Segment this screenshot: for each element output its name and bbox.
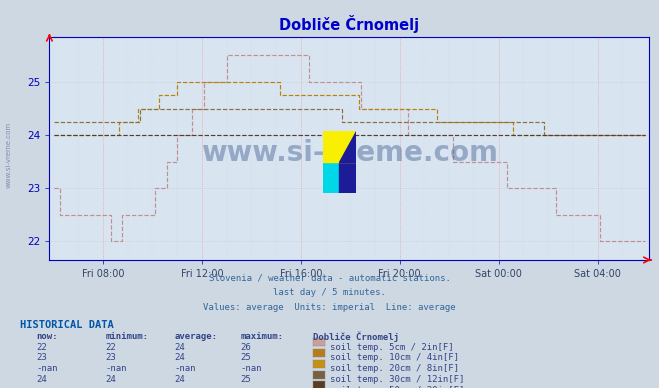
Text: minimum:: minimum:: [105, 332, 148, 341]
Text: 22: 22: [105, 343, 116, 352]
Text: -nan: -nan: [241, 386, 262, 388]
Text: -nan: -nan: [241, 364, 262, 373]
Text: soil temp. 10cm / 4in[F]: soil temp. 10cm / 4in[F]: [330, 353, 459, 362]
Text: 24: 24: [175, 375, 185, 384]
Text: soil temp. 5cm / 2in[F]: soil temp. 5cm / 2in[F]: [330, 343, 453, 352]
Text: Values: average  Units: imperial  Line: average: Values: average Units: imperial Line: av…: [203, 303, 456, 312]
Text: last day / 5 minutes.: last day / 5 minutes.: [273, 288, 386, 297]
Text: 22: 22: [36, 343, 47, 352]
Title: Dobliče Črnomelj: Dobliče Črnomelj: [279, 15, 419, 33]
Text: HISTORICAL DATA: HISTORICAL DATA: [20, 320, 113, 330]
Text: -nan: -nan: [175, 364, 196, 373]
Text: maximum:: maximum:: [241, 332, 283, 341]
Text: 24: 24: [36, 375, 47, 384]
Text: 24: 24: [175, 343, 185, 352]
Text: -nan: -nan: [105, 364, 127, 373]
Text: now:: now:: [36, 332, 58, 341]
Text: 25: 25: [241, 353, 251, 362]
Text: 24: 24: [105, 375, 116, 384]
Text: soil temp. 20cm / 8in[F]: soil temp. 20cm / 8in[F]: [330, 364, 459, 373]
Text: -nan: -nan: [36, 386, 58, 388]
Text: Slovenia / weather data - automatic stations.: Slovenia / weather data - automatic stat…: [208, 274, 451, 282]
Text: soil temp. 50cm / 20in[F]: soil temp. 50cm / 20in[F]: [330, 386, 464, 388]
Text: soil temp. 30cm / 12in[F]: soil temp. 30cm / 12in[F]: [330, 375, 464, 384]
Text: -nan: -nan: [175, 386, 196, 388]
Text: www.si-vreme.com: www.si-vreme.com: [5, 122, 11, 188]
Text: 23: 23: [105, 353, 116, 362]
Text: average:: average:: [175, 332, 217, 341]
Text: 25: 25: [241, 375, 251, 384]
Text: -nan: -nan: [36, 364, 58, 373]
Text: 26: 26: [241, 343, 251, 352]
Text: 23: 23: [36, 353, 47, 362]
Text: Dobliče Črnomelj: Dobliče Črnomelj: [313, 332, 399, 342]
Text: www.si-vreme.com: www.si-vreme.com: [201, 139, 498, 167]
Text: 24: 24: [175, 353, 185, 362]
Text: -nan: -nan: [105, 386, 127, 388]
